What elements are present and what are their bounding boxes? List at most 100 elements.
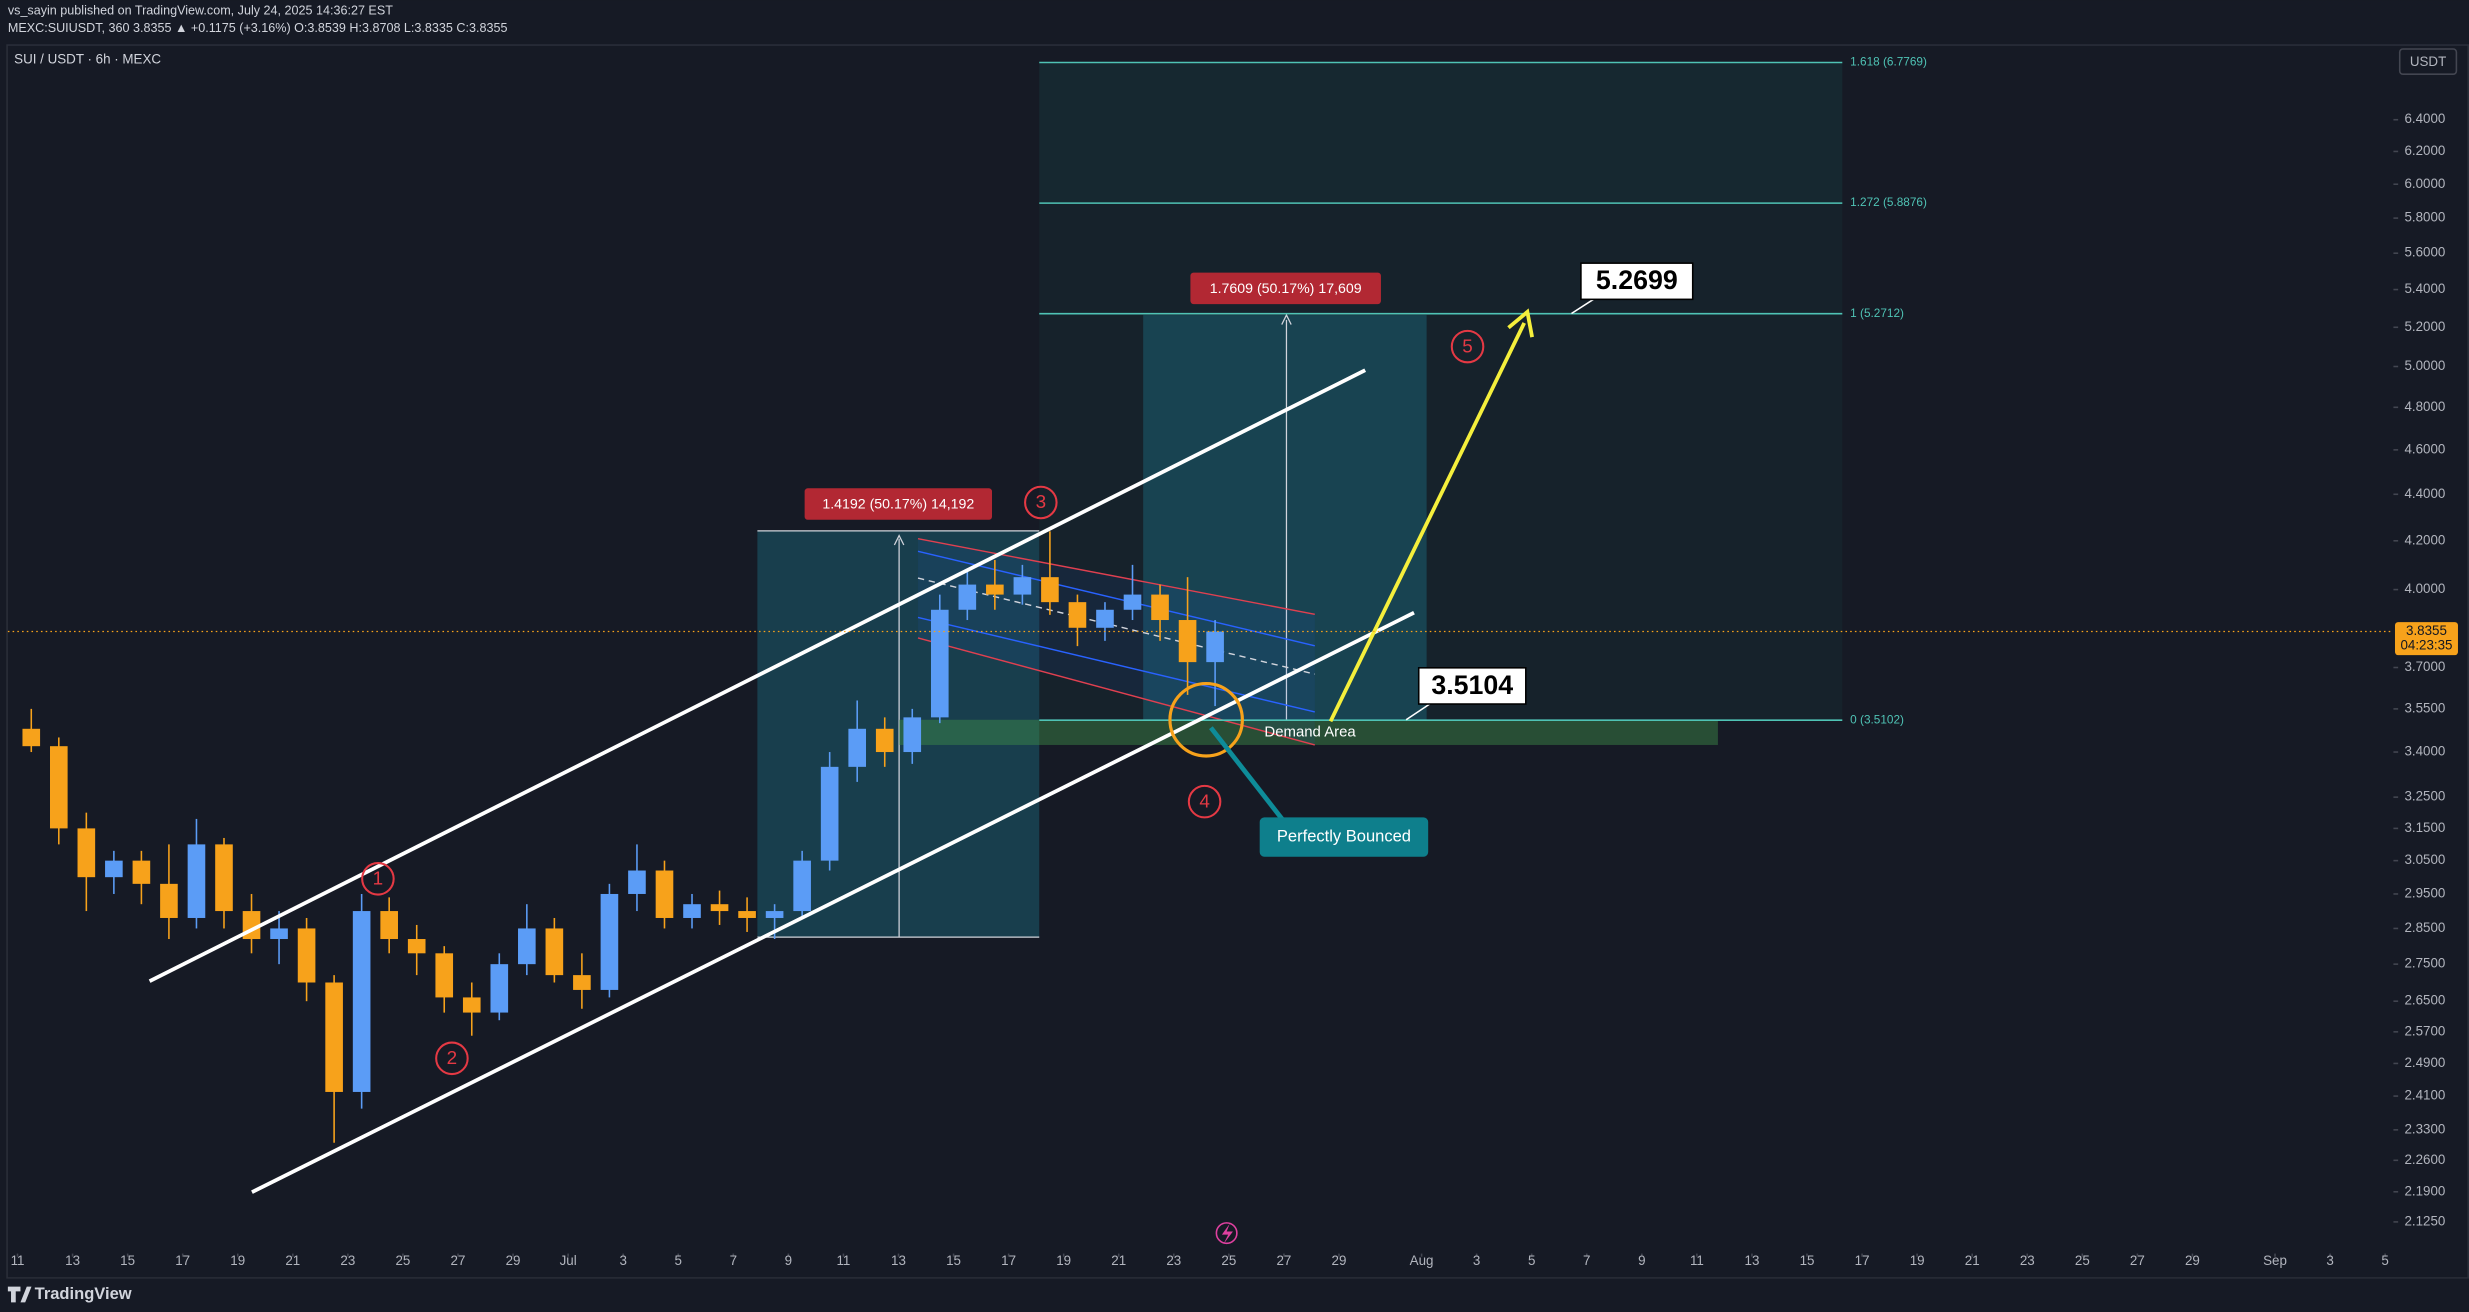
y-tick-label: 2.8500: [2404, 920, 2445, 935]
down-channel-line: [917, 637, 1315, 746]
candle-body: [1013, 577, 1032, 595]
wave-circle: [435, 1041, 469, 1076]
candle-body: [1178, 620, 1197, 663]
x-tick-label: 19: [230, 1253, 245, 1268]
demand-area: [899, 719, 1718, 745]
callout: 3.5104: [1431, 670, 1513, 700]
x-tick-label: 5: [1528, 1253, 1535, 1268]
demand-label: Demand Area: [1264, 723, 1356, 740]
bounce-pointer: [1209, 726, 1286, 822]
x-tick-label: 13: [1745, 1253, 1760, 1268]
x-tick-label: Aug: [1410, 1253, 1434, 1268]
x-tick-label: 13: [65, 1253, 80, 1268]
wave-label: 2: [447, 1048, 457, 1069]
candle-body: [105, 860, 123, 878]
x-tick-label: 3: [1473, 1253, 1480, 1268]
x-tick-label: 11: [836, 1253, 850, 1268]
event-icon-ring: [1215, 1222, 1238, 1245]
candle-body: [710, 904, 729, 912]
y-tick-label: 2.1900: [2404, 1183, 2445, 1198]
x-tick-label: 25: [395, 1253, 410, 1268]
candle-body: [820, 766, 839, 861]
x-tick-label: 27: [1276, 1253, 1291, 1268]
x-tick-label: 19: [1910, 1253, 1925, 1268]
y-tick-label: 3.5500: [2404, 700, 2445, 715]
callout-pointer: [1405, 703, 1431, 721]
wave-circle: [1450, 329, 1485, 364]
event-icon: [1221, 1223, 1233, 1245]
x-tick-label: 3: [619, 1253, 626, 1268]
x-tick-label: 9: [1638, 1253, 1645, 1268]
measure-label: 1.4192 (50.17%) 14,192: [822, 497, 974, 513]
y-tick-label: 4.0000: [2404, 581, 2445, 596]
x-tick-label: 7: [730, 1253, 737, 1268]
candle-body: [407, 939, 426, 954]
x-tick-label: 15: [946, 1253, 961, 1268]
y-tick-label: 4.2000: [2404, 532, 2445, 547]
candle-body: [1206, 631, 1224, 663]
candle-body: [22, 728, 41, 747]
candle-body: [765, 911, 784, 918]
x-tick-label: 27: [451, 1253, 466, 1268]
x-tick-label: 15: [120, 1253, 135, 1268]
candle-body: [380, 911, 398, 940]
y-tick-label: 4.8000: [2404, 399, 2445, 414]
candle-body: [1096, 609, 1114, 628]
candle-body: [49, 746, 68, 829]
candle-body: [187, 844, 206, 918]
callout-pointer: [1571, 298, 1594, 315]
author-line: vs_sayin published on TradingView.com, J…: [8, 4, 393, 18]
wave-circle: [1187, 784, 1222, 819]
y-tick-label: 3.1500: [2404, 820, 2445, 835]
candle-body: [1151, 594, 1169, 621]
candle-body: [655, 870, 674, 918]
measure-label: 1.7609 (50.17%) 17,609: [1210, 281, 1362, 297]
x-tick-label: 11: [1690, 1253, 1704, 1268]
bounce-circle: [1168, 681, 1244, 758]
wave-circle: [361, 862, 395, 896]
fib-label: 1 (5.2712): [1850, 306, 1904, 320]
candle-body: [903, 717, 922, 753]
candle-body: [986, 584, 1004, 595]
brand-logo: [7, 1286, 32, 1303]
x-tick-label: 23: [1166, 1253, 1181, 1268]
candle-body: [875, 728, 894, 753]
x-tick-label: 15: [1800, 1253, 1815, 1268]
callout: 5.2699: [1596, 265, 1678, 295]
y-tick-label: 2.3300: [2404, 1121, 2445, 1136]
x-tick-label: 17: [175, 1253, 190, 1268]
wave-label: 4: [1199, 791, 1209, 812]
y-tick-label: 6.4000: [2404, 111, 2445, 126]
candle-body: [270, 928, 288, 940]
candle-body: [297, 928, 316, 983]
channel-lower: [251, 611, 1415, 1194]
candle-body: [628, 870, 646, 894]
candle-body: [352, 911, 371, 1092]
x-tick-label: Sep: [2263, 1253, 2287, 1268]
candles: [22, 531, 1224, 1143]
x-tick-label: 23: [340, 1253, 355, 1268]
x-tick-label: 21: [1111, 1253, 1126, 1268]
candle-body: [793, 860, 811, 912]
measure-label-box: [1190, 272, 1381, 305]
x-tick-label: 3: [2326, 1253, 2333, 1268]
fib-label: 0 (3.5102): [1850, 712, 1904, 726]
wave-circle: [1024, 485, 1058, 520]
x-tick-label: 21: [285, 1253, 300, 1268]
fib-zone: [1039, 63, 1843, 720]
y-tick-label: 4.6000: [2404, 441, 2445, 456]
y-tick-label: 5.2000: [2404, 319, 2445, 334]
target-arrow: [1328, 322, 1526, 723]
y-tick-label: 2.6500: [2404, 993, 2445, 1008]
x-tick-label: 19: [1056, 1253, 1071, 1268]
x-tick-label: 29: [506, 1253, 521, 1268]
candle-body: [490, 964, 509, 1013]
y-tick-label: 2.5700: [2404, 1023, 2445, 1038]
wave-label: 1: [373, 869, 384, 890]
x-tick-label: Jul: [560, 1253, 577, 1268]
bounce-label-box: [1259, 817, 1429, 857]
candle-body: [160, 883, 178, 918]
y-tick-label: 3.4000: [2404, 744, 2445, 759]
